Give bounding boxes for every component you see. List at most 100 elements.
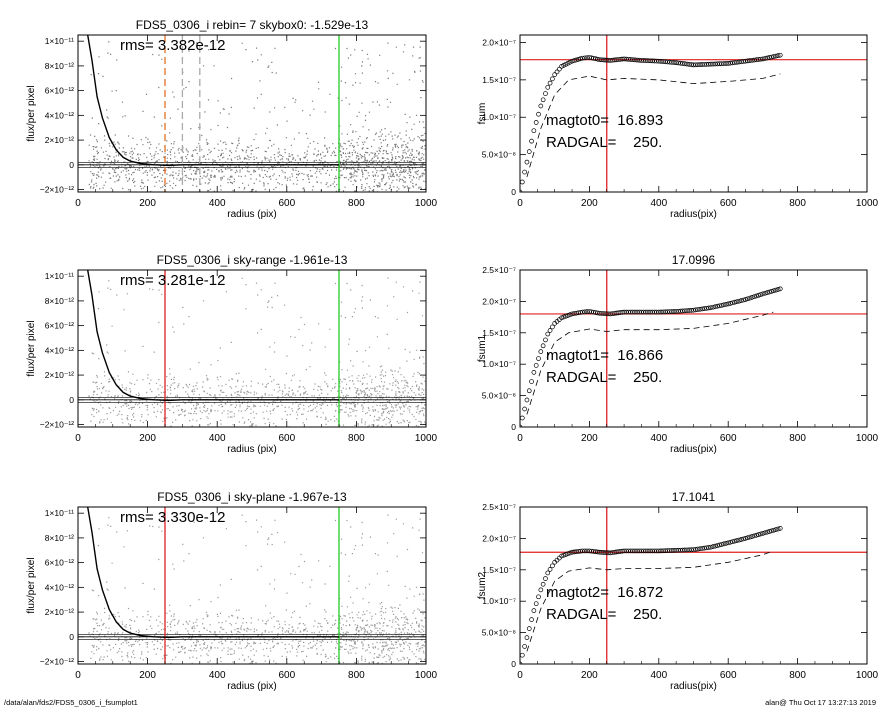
x-tick-label: 400 (209, 433, 226, 444)
x-tick-label: 600 (278, 670, 295, 681)
fsum-point (567, 550, 573, 556)
y-tick-label: −2×10⁻¹² (40, 657, 74, 667)
fsum-point (734, 299, 740, 305)
y-tick-label: 8×10⁻¹² (45, 296, 74, 306)
fsum-point (730, 539, 735, 545)
y-tick-label: 5.0×10⁻⁸ (482, 628, 517, 638)
fsum-point (734, 59, 740, 65)
cumulative-flux-series (520, 286, 783, 427)
fsum-point (673, 60, 679, 66)
chart-panel-3: 0 200 400 600 800 1000−2×10⁻¹²02×10⁻¹²4×10⁻¹²… (26, 253, 438, 455)
fsum-point (717, 303, 722, 309)
y-tick-label: 5.0×10⁻⁸ (482, 150, 517, 160)
fsum-point (695, 307, 701, 312)
fsum-point (756, 57, 761, 62)
fsum-point (751, 294, 757, 300)
plot-area (520, 270, 867, 427)
fsum-point (536, 356, 541, 361)
x-tick-label: 800 (348, 670, 365, 681)
fsum-point (730, 300, 735, 306)
x-tick-label: 600 (720, 670, 737, 681)
fsum-point (569, 58, 575, 64)
y-tick-label: 2×10⁻¹² (45, 370, 74, 380)
fsum-point (769, 528, 774, 534)
fsum-point (680, 308, 686, 314)
pixel-cloud-points (88, 277, 426, 427)
y-tick-label: −2×10⁻¹² (40, 185, 74, 195)
fsum-point (751, 533, 757, 539)
pixel-cloud-points (88, 514, 426, 664)
fsum-point (715, 303, 720, 309)
pixel-cloud-points (88, 41, 426, 192)
y-tick-label: 1.0×10⁻⁷ (482, 596, 516, 606)
x-tick-label: 400 (209, 198, 226, 209)
fsum-point (710, 544, 716, 549)
x-tick-label: 1000 (856, 670, 879, 681)
fsum-point (775, 53, 781, 59)
fsum-point (762, 56, 768, 61)
fsum-point (630, 57, 636, 63)
fsum-point (584, 309, 590, 315)
fsum-point (693, 547, 699, 552)
x-axis-title: radius (pix) (227, 209, 276, 220)
fsum-point (533, 601, 539, 607)
fsum-point (725, 301, 731, 307)
x-tick-label: 800 (348, 198, 365, 209)
y-tick-label: 0 (69, 632, 74, 642)
fsum-point (745, 535, 751, 541)
chart-panel-5: 0 200 400 600 800 1000−2×10⁻¹²02×10⁻¹²4×10⁻¹²… (26, 490, 438, 692)
fsum-point (723, 61, 729, 66)
fsum-point (626, 56, 631, 62)
x-axis-title: radius(pix) (670, 209, 717, 220)
radial-profile-line (87, 270, 339, 402)
x-tick-label: 1000 (415, 198, 438, 209)
fsum-point (538, 103, 544, 109)
fsum-point (524, 635, 530, 640)
fsum-point (747, 58, 753, 63)
y-tick-label: 6×10⁻¹² (45, 558, 74, 568)
fsum-point (704, 305, 709, 311)
fsum-point (686, 308, 692, 313)
fsum-point (547, 80, 553, 86)
fsum-point (660, 59, 666, 64)
fsum-point (728, 301, 733, 306)
x-tick-label: 800 (789, 433, 806, 444)
fsum-point (691, 307, 696, 313)
y-tick-label: 2.0×10⁻⁷ (482, 533, 516, 543)
fsum-point (730, 60, 735, 66)
fsum-point (764, 55, 770, 61)
x-tick-label: 600 (278, 198, 295, 209)
fsum-point (728, 60, 733, 66)
fsum-point (526, 388, 532, 394)
plot-frame (77, 269, 427, 428)
fsum-point (520, 652, 525, 658)
fsum-point (529, 617, 534, 622)
fsum-point (547, 328, 553, 333)
fsum-point (554, 69, 560, 75)
fsum-point (725, 540, 731, 546)
y-tick-label: 1×10⁻¹¹ (45, 36, 74, 46)
fsum-point (695, 546, 701, 552)
radgal-annotation: RADGAL= 250. (546, 369, 662, 386)
x-tick-label: 1000 (856, 433, 879, 444)
fsum-point (747, 534, 753, 540)
pixel-cloud (88, 277, 426, 427)
fsum-point (580, 55, 585, 61)
fsum-point (764, 290, 770, 295)
panel-title: FDS5_0306_i rebin= 7 skybox0: -1.529e-13 (136, 18, 369, 32)
fsum-point (682, 61, 688, 67)
fsum-point (540, 97, 546, 103)
fsum-point (706, 305, 712, 311)
y-tick-label: 0 (511, 659, 516, 669)
fsum-point (578, 56, 583, 62)
fsum-point (673, 309, 679, 314)
y-tick-label: 1.0×10⁻⁷ (482, 112, 516, 122)
y-tick-label: 2.0×10⁻⁷ (482, 37, 516, 47)
fsum-point (719, 542, 725, 547)
comparison-dashed-series (526, 311, 774, 415)
fsum-point (736, 59, 742, 65)
y-tick-label: 1.5×10⁻⁷ (482, 328, 516, 338)
fsum-point (540, 581, 546, 587)
fsum-point (754, 532, 759, 538)
fsum-point (688, 547, 694, 553)
